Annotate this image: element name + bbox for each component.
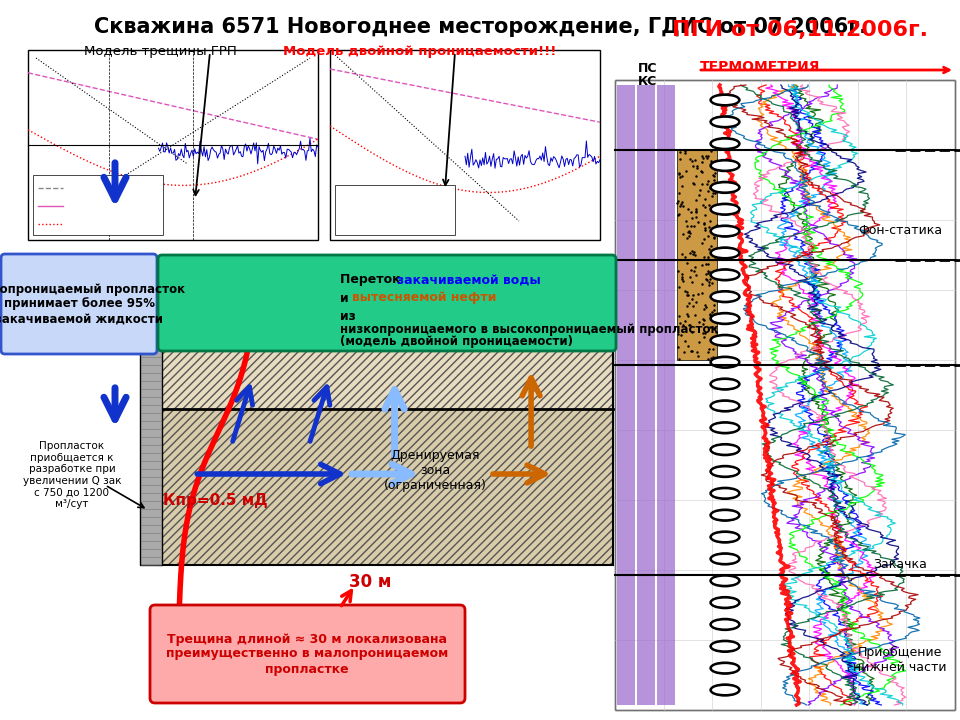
Ellipse shape — [710, 531, 740, 543]
Text: ПС: ПС — [638, 62, 658, 75]
Ellipse shape — [712, 424, 738, 432]
Ellipse shape — [712, 533, 738, 541]
Ellipse shape — [712, 380, 738, 388]
Ellipse shape — [712, 336, 738, 344]
Text: Приобщение
нижней части: Приобщение нижней части — [853, 646, 947, 674]
Text: ПГИ от 06,11.2006г.: ПГИ от 06,11.2006г. — [672, 20, 928, 40]
Text: Пропласток
приобщается к
разработке при
увеличении Q зак
с 750 до 1200
м³/сут: Пропласток приобщается к разработке при … — [23, 441, 121, 509]
Ellipse shape — [710, 444, 740, 456]
Ellipse shape — [712, 140, 738, 148]
Ellipse shape — [710, 662, 740, 674]
Ellipse shape — [710, 640, 740, 652]
Text: (модель двойной проницаемости): (модель двойной проницаемости) — [340, 336, 573, 348]
Ellipse shape — [712, 686, 738, 694]
Ellipse shape — [710, 203, 740, 215]
Text: низкопроницаемого в высокопроницаемый пропласток: низкопроницаемого в высокопроницаемый пр… — [340, 323, 718, 336]
Text: ТЕРМОМЕТРИЯ: ТЕРМОМЕТРИЯ — [700, 60, 821, 74]
Ellipse shape — [712, 642, 738, 650]
Ellipse shape — [710, 269, 740, 281]
Bar — [615, 80, 955, 710]
Text: Высопроницаемый пропласток
принимает более 95%
закачиваемой жидкости: Высопроницаемый пропласток принимает бол… — [0, 282, 185, 325]
Text: Переток: Переток — [340, 274, 405, 287]
Text: Модель трещины ГРП: Модель трещины ГРП — [84, 45, 236, 58]
Bar — [677, 150, 717, 360]
FancyBboxPatch shape — [150, 605, 465, 703]
Ellipse shape — [710, 334, 740, 346]
Ellipse shape — [712, 184, 738, 192]
Ellipse shape — [710, 138, 740, 150]
Ellipse shape — [712, 96, 738, 104]
Bar — [335, 185, 455, 235]
Text: 30 м: 30 м — [348, 573, 391, 591]
Ellipse shape — [712, 271, 738, 279]
Ellipse shape — [710, 684, 740, 696]
Text: Кпр=17.5 мД: Кпр=17.5 мД — [198, 297, 313, 312]
Ellipse shape — [710, 509, 740, 521]
Ellipse shape — [710, 181, 740, 194]
Text: Дренируемая
зона
(ограниченная): Дренируемая зона (ограниченная) — [384, 449, 487, 492]
Bar — [330, 50, 600, 240]
Text: Фон-статика: Фон-статика — [858, 223, 942, 236]
Bar — [158, 409, 613, 565]
Ellipse shape — [712, 205, 738, 213]
Text: вытесняемой нефти: вытесняемой нефти — [352, 292, 496, 305]
Ellipse shape — [712, 577, 738, 585]
Ellipse shape — [712, 359, 738, 366]
Ellipse shape — [710, 618, 740, 631]
Bar — [158, 265, 613, 565]
Text: Трещина длиной ≈ 30 м локализована
преимущественно в малопроницаемом
пропластке: Трещина длиной ≈ 30 м локализована преим… — [166, 632, 448, 675]
Ellipse shape — [712, 292, 738, 301]
Ellipse shape — [712, 598, 738, 606]
Ellipse shape — [710, 597, 740, 608]
Ellipse shape — [712, 227, 738, 235]
Ellipse shape — [710, 225, 740, 237]
Ellipse shape — [712, 249, 738, 257]
Ellipse shape — [712, 161, 738, 169]
Bar — [637, 85, 655, 705]
Text: Модель двойной проницаемости!!!: Модель двойной проницаемости!!! — [283, 45, 557, 58]
Text: из: из — [340, 310, 356, 323]
Ellipse shape — [712, 511, 738, 519]
Ellipse shape — [710, 356, 740, 368]
Text: и: и — [340, 292, 353, 305]
Ellipse shape — [710, 94, 740, 106]
Ellipse shape — [712, 555, 738, 563]
Ellipse shape — [712, 315, 738, 323]
Bar — [657, 85, 675, 705]
Ellipse shape — [710, 291, 740, 302]
Ellipse shape — [712, 467, 738, 475]
Bar — [28, 50, 318, 240]
FancyBboxPatch shape — [158, 255, 616, 351]
Ellipse shape — [712, 446, 738, 454]
Ellipse shape — [710, 553, 740, 565]
Bar — [617, 85, 635, 705]
Ellipse shape — [710, 378, 740, 390]
Ellipse shape — [710, 422, 740, 433]
Bar — [158, 409, 613, 565]
Bar — [158, 265, 613, 409]
FancyBboxPatch shape — [1, 254, 157, 354]
Ellipse shape — [712, 621, 738, 629]
Ellipse shape — [710, 247, 740, 259]
Bar — [140, 265, 162, 565]
Ellipse shape — [712, 490, 738, 498]
Ellipse shape — [710, 312, 740, 325]
Ellipse shape — [710, 575, 740, 587]
Text: Кпр=0.5 мД: Кпр=0.5 мД — [162, 492, 267, 508]
Ellipse shape — [712, 118, 738, 126]
Text: Скважина 6571 Новогоднее месторождение, ГДИС от 07.2006г.: Скважина 6571 Новогоднее месторождение, … — [93, 17, 867, 37]
Ellipse shape — [712, 664, 738, 672]
Text: Закачка: Закачка — [873, 559, 927, 572]
Text: КС: КС — [638, 75, 658, 88]
Bar — [158, 265, 613, 409]
Ellipse shape — [710, 466, 740, 477]
Bar — [33, 175, 163, 235]
Ellipse shape — [710, 487, 740, 500]
Ellipse shape — [712, 402, 738, 410]
Ellipse shape — [710, 116, 740, 128]
Ellipse shape — [710, 400, 740, 412]
Text: закачиваемой воды: закачиваемой воды — [397, 274, 540, 287]
Ellipse shape — [710, 160, 740, 171]
